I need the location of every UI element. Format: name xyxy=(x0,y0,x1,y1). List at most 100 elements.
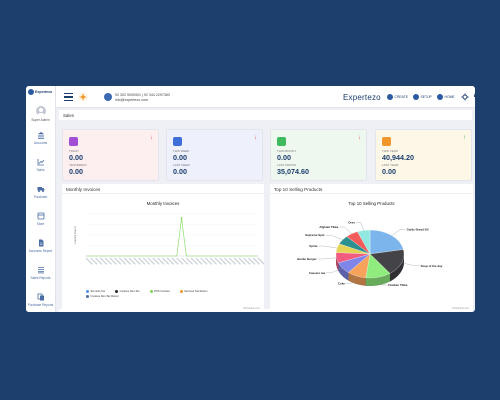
page-title-bar: Sales xyxy=(59,110,472,120)
x-tick-label xyxy=(205,257,213,265)
setup-button[interactable]: SETUP xyxy=(413,94,432,100)
top-products-chart[interactable]: Garlic Bread 5/5 Soup of the day Chicken T… xyxy=(270,206,473,304)
x-tick-label xyxy=(114,257,122,265)
chart-credit: Highcharts.com xyxy=(452,307,469,310)
stat-value: 40,944.20 xyxy=(382,153,414,162)
bell-icon[interactable] xyxy=(472,91,475,99)
logo[interactable]: Expertezo xyxy=(26,86,55,98)
trend-arrow-icon: ↑ xyxy=(463,135,466,141)
legend-label: Services Tax xyxy=(90,290,106,293)
x-tick-label xyxy=(224,257,232,265)
stat-card-week[interactable]: ↓ THIS WEEK 0.00 LAST WEEK 0.00 xyxy=(166,129,263,181)
sidebar-item-accounts[interactable]: Accounts xyxy=(26,127,55,154)
x-tick-label xyxy=(109,257,117,265)
chart-title: Top 10 Selling Products xyxy=(348,201,395,206)
sidebar-item-label: Store xyxy=(36,222,45,226)
x-tick-label xyxy=(243,257,251,265)
x-tick-label xyxy=(162,257,170,265)
x-tick-label xyxy=(252,257,261,265)
report-icon xyxy=(38,239,43,247)
pie-label: Caesars tea xyxy=(309,271,326,275)
legend-item[interactable]: Invoices Non-Tax xyxy=(115,290,140,293)
pie-label: Garlic Bread 5/5 xyxy=(407,227,429,231)
pie-leader-line xyxy=(401,262,420,266)
x-tick-label xyxy=(209,257,218,265)
create-button[interactable]: CREATE xyxy=(387,94,408,100)
stat-value: 0.00 xyxy=(69,167,83,176)
legend-marker xyxy=(86,295,89,298)
pie-label: Chicken Tikka xyxy=(388,283,408,287)
x-tick-label xyxy=(171,257,179,265)
spark-icon[interactable] xyxy=(78,92,88,102)
pie-leader-line xyxy=(378,277,387,286)
tools-icon[interactable] xyxy=(461,93,469,101)
legend-item[interactable]: Invoices Non-Tax Return xyxy=(86,295,119,298)
stat-card-month[interactable]: ↓ THIS MONTH 0.00 LAST MONTH 35,074.60 xyxy=(270,129,367,181)
x-tick-label xyxy=(119,257,127,265)
home-label: HOME xyxy=(444,95,455,99)
email: info@expertezo.com xyxy=(115,97,149,102)
legend-marker xyxy=(179,290,183,293)
sidebar-item-sales-reports[interactable]: Sales Reports xyxy=(26,262,55,289)
gear-icon xyxy=(413,94,419,100)
pie-leader-line xyxy=(326,235,343,241)
bottom-strip xyxy=(59,309,472,312)
stat-label: LAST MONTH xyxy=(277,163,297,167)
pie-leader-line xyxy=(317,257,337,260)
chart-legend: Services Tax Invoices Non-Tax POS Invoices… xyxy=(86,290,256,300)
sidebar-item-purchase-reports[interactable]: Purchase Reports xyxy=(26,289,55,312)
stat-label: THIS YEAR xyxy=(382,149,398,153)
stat-label: LAST YEAR xyxy=(382,163,399,167)
stat-card-year[interactable]: ↑ THIS YEAR 40,944.20 LAST YEAR 0.00 xyxy=(375,129,472,181)
legend-label: Services Tax Return xyxy=(184,290,208,293)
top-products-panel: Top 10 Selling Products Top 10 Selling P… xyxy=(270,184,473,312)
calendar-icon xyxy=(69,137,78,146)
series-line-pos-invoices xyxy=(86,217,258,257)
legend-marker xyxy=(115,290,119,293)
sidebar-item-label: Accounts Report xyxy=(28,249,53,253)
sidebar-item-store[interactable]: Store xyxy=(26,208,55,235)
pie-leader-line xyxy=(345,275,357,284)
list-icon xyxy=(37,267,44,274)
stat-label: YESTERDAY xyxy=(69,163,87,167)
pie-leader-line xyxy=(391,229,406,236)
x-tick-label xyxy=(214,257,222,265)
legend-label: Invoices Non-Tax Return xyxy=(90,295,119,298)
x-tick-label xyxy=(128,257,136,265)
x-tick-label xyxy=(166,257,175,265)
legend-label: Invoices Non-Tax xyxy=(119,290,140,293)
x-tick-label xyxy=(99,257,108,265)
chart-title: Monthly Invoices xyxy=(146,201,180,206)
x-tick-label xyxy=(185,257,194,265)
pie-label: Supreme Spcl. xyxy=(305,233,325,237)
stat-card-today[interactable]: ↓ TODAY 0.00 YESTERDAY 0.00 xyxy=(62,129,159,181)
monthly-invoices-chart[interactable]: Invoice Count xyxy=(62,206,264,288)
pie-leader-line xyxy=(326,267,343,273)
x-tick-label xyxy=(190,257,198,265)
trend-arrow-icon: ↓ xyxy=(150,135,153,141)
x-tick-label xyxy=(228,257,237,265)
x-tick-label xyxy=(233,257,241,265)
legend-item[interactable]: Services Tax Return xyxy=(179,290,208,293)
home-button[interactable]: HOME xyxy=(437,94,455,100)
menu-icon[interactable] xyxy=(64,93,73,101)
legend-item[interactable]: Services Tax xyxy=(86,290,105,293)
sidebar-item-accounts-report[interactable]: Accounts Report xyxy=(26,235,55,262)
stat-label: TODAY xyxy=(69,149,80,153)
phone-icon xyxy=(104,93,112,101)
create-label: CREATE xyxy=(394,95,409,99)
page-title: Sales xyxy=(63,112,74,118)
user-profile[interactable]: Super Admin xyxy=(26,106,55,122)
sidebar-item-sales[interactable]: Sales xyxy=(26,154,55,181)
x-tick-label xyxy=(152,257,160,265)
app-window: Expertezo Super Admin Accounts Sales Purch… xyxy=(26,86,475,312)
contact-info: 92 302 9000901 | 92 344 2297383 info@exp… xyxy=(115,93,170,102)
pie-label: Oreo xyxy=(348,221,355,225)
pie-label: Soup of the day xyxy=(421,264,443,268)
legend-item[interactable]: POS Invoices xyxy=(149,290,170,293)
plus-icon xyxy=(387,94,393,100)
sidebar-item-label: Purchase Reports xyxy=(27,303,54,307)
pie-leader-line xyxy=(356,222,364,231)
calendar-icon xyxy=(277,137,286,146)
sidebar-item-purchase[interactable]: Purchase xyxy=(26,181,55,208)
